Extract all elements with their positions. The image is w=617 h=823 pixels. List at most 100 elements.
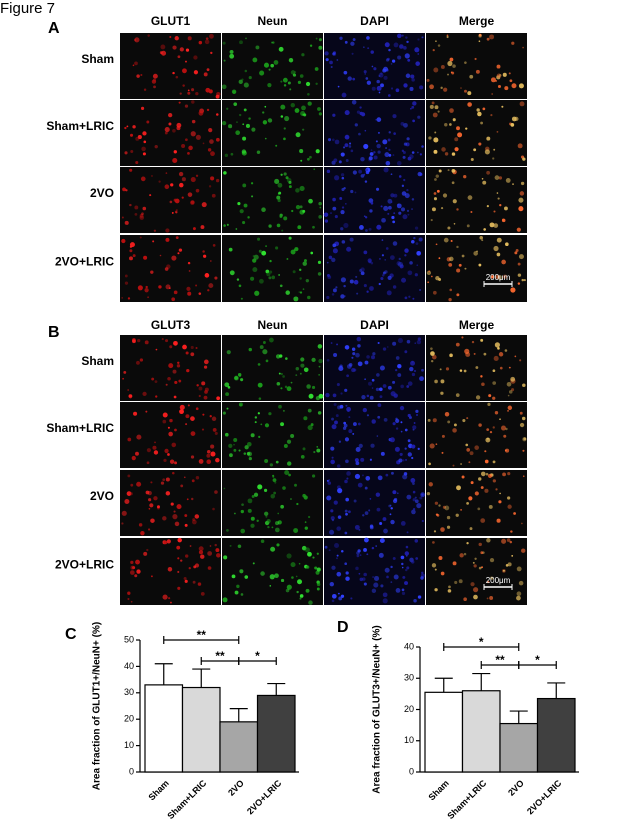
cell: [180, 484, 184, 488]
cell: [520, 181, 525, 186]
cell: [178, 171, 184, 177]
cell: [318, 393, 324, 399]
cell: [185, 60, 187, 63]
cell: [350, 597, 353, 600]
cell: [179, 404, 185, 410]
cell: [245, 123, 250, 128]
cell: [236, 278, 240, 281]
cell: [475, 69, 480, 74]
cell: [280, 578, 285, 583]
cell: [345, 404, 348, 407]
cell: [190, 345, 194, 350]
cell: [151, 575, 153, 578]
cell: [239, 113, 242, 117]
cell: [331, 456, 334, 459]
cell: [364, 378, 366, 380]
cell: [402, 214, 408, 220]
cell: [444, 123, 448, 127]
cell: [223, 224, 226, 227]
cell: [376, 79, 380, 84]
cell: [521, 522, 523, 525]
x-tick-label: 2VO: [226, 778, 246, 798]
cell: [344, 479, 348, 484]
cell: [440, 379, 445, 384]
cell: [357, 361, 363, 367]
cell: [402, 151, 406, 155]
cell: [343, 421, 347, 425]
cell: [451, 181, 455, 185]
cell: [259, 278, 264, 284]
cell: [376, 143, 381, 149]
cell: [521, 548, 526, 553]
cell: [272, 41, 275, 44]
cell: [290, 381, 293, 384]
cell: [142, 206, 147, 211]
cell: [330, 342, 333, 344]
cell: [435, 174, 439, 178]
cell: [503, 274, 508, 279]
cell: [370, 261, 374, 265]
cell: [371, 419, 376, 424]
cell: [302, 209, 306, 213]
cell: [214, 490, 218, 494]
cell: [476, 250, 478, 253]
cell: [413, 422, 416, 424]
cell: [238, 79, 243, 84]
cell: [307, 101, 312, 106]
cell: [469, 74, 474, 79]
cell: [151, 377, 155, 381]
cell: [447, 60, 453, 67]
cell: [258, 435, 261, 438]
cell: [277, 512, 280, 515]
micrograph: [221, 100, 323, 166]
cell: [435, 40, 437, 43]
cell: [447, 73, 449, 76]
cell: [451, 71, 455, 75]
cell: [507, 394, 510, 397]
cell: [169, 418, 173, 423]
cell: [492, 369, 496, 373]
cell: [346, 406, 351, 412]
micrograph-bg: [222, 235, 323, 302]
cell: [221, 120, 227, 126]
cell: [433, 137, 439, 143]
cell: [152, 240, 155, 243]
cell: [518, 83, 524, 89]
cell: [363, 250, 368, 255]
cell: [243, 452, 247, 455]
y-tick-label: 10: [124, 740, 134, 750]
cell: [154, 380, 158, 384]
cell: [392, 422, 396, 426]
cell: [135, 559, 140, 565]
cell: [278, 274, 280, 276]
cell: [380, 584, 384, 588]
cell: [519, 422, 525, 428]
cell: [179, 182, 184, 188]
cell: [489, 34, 495, 40]
cell: [173, 510, 176, 513]
micrograph: [120, 167, 221, 233]
cell: [250, 433, 255, 438]
cell: [248, 457, 252, 461]
cell: [487, 581, 490, 584]
cell: [202, 250, 205, 253]
cell: [254, 416, 258, 419]
cell: [124, 274, 128, 278]
cell: [412, 297, 415, 300]
bar: [181, 686, 221, 773]
cell: [307, 424, 313, 431]
cell: [466, 224, 470, 228]
cell: [245, 37, 247, 40]
cell: [176, 122, 182, 128]
cell: [336, 59, 339, 61]
cell: [318, 374, 320, 376]
cell: [387, 138, 391, 142]
cell: [132, 125, 136, 129]
micrograph: [426, 33, 527, 99]
cell: [167, 376, 171, 381]
cell: [378, 387, 383, 392]
cell: [122, 377, 125, 380]
cell: [134, 212, 138, 216]
cell: [498, 500, 502, 504]
cell: [187, 192, 193, 197]
